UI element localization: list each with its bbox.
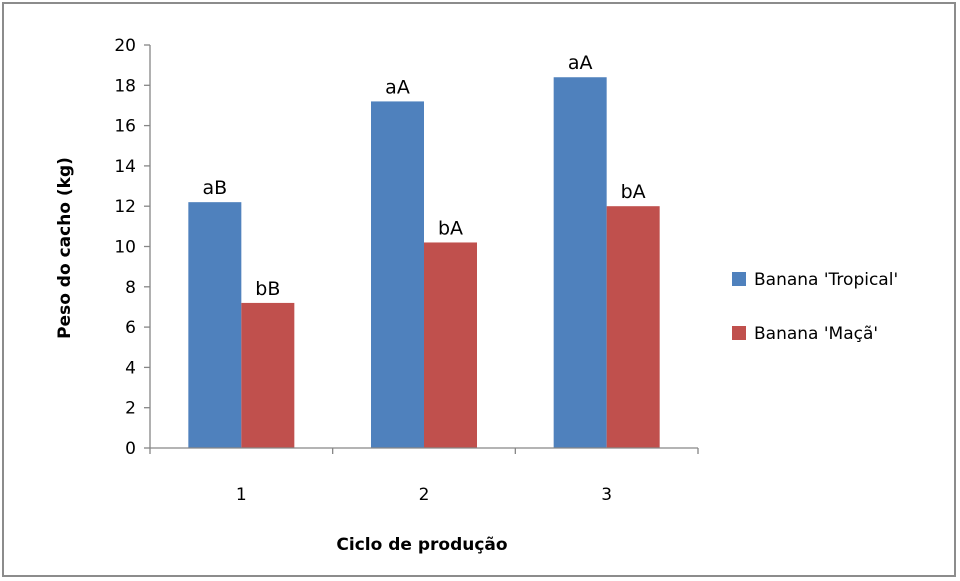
y-tick-label: 10 (114, 238, 136, 258)
y-tick-label: 2 (125, 399, 136, 419)
y-tick-label: 6 (125, 318, 136, 338)
data-labels-layer: aB aA aA bB bA bA (202, 52, 645, 300)
y-tick-label: 12 (114, 197, 136, 217)
bar (553, 77, 607, 449)
y-tick-label: 0 (125, 439, 136, 459)
legend-swatch (732, 326, 746, 340)
legend-swatch (732, 272, 746, 286)
bar-data-label: aB (202, 177, 227, 199)
bars-layer (188, 77, 660, 449)
y-tick-label: 20 (114, 36, 136, 56)
bar (606, 206, 660, 448)
x-tick-label: 3 (601, 485, 612, 505)
y-tick-label: 4 (125, 358, 136, 378)
y-tick-label: 18 (114, 76, 136, 96)
bar-data-label: aA (385, 76, 410, 98)
bar (241, 302, 295, 448)
bar-data-label: bA (621, 181, 646, 203)
legend: Banana 'Tropical' Banana 'Maçã' (732, 270, 898, 344)
bar (188, 202, 242, 448)
x-tick-label: 1 (236, 485, 247, 505)
legend-label: Banana 'Tropical' (754, 270, 898, 290)
y-axis-title: Peso do cacho (kg) (55, 157, 75, 339)
y-tick-label: 14 (114, 157, 136, 177)
bar-data-label: bA (438, 217, 463, 239)
x-tick-label: 2 (419, 485, 430, 505)
bar-data-label: bB (255, 278, 280, 300)
bar (424, 242, 477, 448)
x-axis-title: Ciclo de produção (336, 535, 507, 555)
y-tick-label: 16 (114, 117, 136, 137)
y-tick-label: 8 (125, 278, 136, 298)
bar-data-label: aA (568, 52, 593, 74)
bar (371, 101, 424, 449)
legend-label: Banana 'Maçã' (754, 324, 878, 344)
